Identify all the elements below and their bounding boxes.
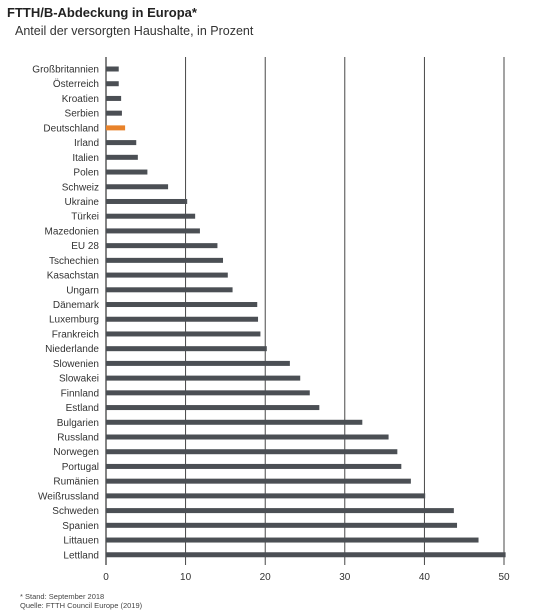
bar-chart: 0 10 20 30 40 50 Großbritannien Österreich Kroat… [32,57,510,583]
bar [106,463,402,469]
bar [106,184,169,190]
category-label: Deutschland [43,123,99,134]
category-label: Estland [66,403,99,414]
bar [106,552,506,558]
bar [106,228,200,234]
category-label: Slowenien [53,359,99,370]
footnote-stand: * Stand: September 2018 [20,592,105,601]
bar [106,375,301,381]
bar [106,95,122,101]
bar [106,537,479,543]
category-label: Spanien [62,521,99,532]
bar [106,272,228,278]
category-label: Dänemark [53,300,100,311]
bar [106,493,426,499]
bar [106,287,233,293]
chart-subtitle: Anteil der versorgten Haushalte, in Proz… [15,24,254,38]
category-label: Tschechien [49,256,99,267]
category-label: Mazedonien [45,226,99,237]
bar [106,434,389,440]
bar [106,140,137,146]
category-label: Niederlande [45,344,99,355]
category-label: Littauen [63,536,99,547]
chart-title: FTTH/B-Abdeckung in Europa* [7,5,197,20]
bar [106,419,363,425]
bar [106,405,320,411]
footnote-source: Quelle: FTTH Council Europe (2019) [20,601,143,610]
bar [106,390,310,396]
category-label: Rumänien [53,477,99,488]
category-label: Kasachstan [47,271,99,282]
category-label: Irland [74,138,99,149]
category-label: Portugal [62,462,99,473]
category-label: Frankreich [52,329,99,340]
x-tick-label: 0 [103,572,109,583]
bar [106,478,411,484]
bar [106,257,224,263]
x-tick-label: 40 [419,572,431,583]
x-tick-label: 10 [180,572,192,583]
bar [106,169,148,175]
category-label: Finnland [61,388,99,399]
bar [106,346,267,352]
category-label: Kroatien [62,94,99,105]
category-label: Bulgarien [57,418,99,429]
category-label: Norwegen [53,447,99,458]
bar [106,125,126,131]
bar [106,81,119,87]
category-label: Luxemburg [49,315,99,326]
category-label: Türkei [71,212,99,223]
bar [106,213,196,219]
bar [106,302,258,308]
x-tick-label: 30 [339,572,351,583]
category-label: Schweden [52,506,99,517]
category-label: Slowakei [59,374,99,385]
bar [106,331,261,337]
category-label: Lettland [63,550,99,561]
category-label: Ukraine [65,197,100,208]
bar [106,154,138,160]
category-label: Weißrussland [38,491,99,502]
bar [106,508,454,514]
category-label: EU 28 [71,241,99,252]
category-label: Schweiz [62,182,99,193]
category-label: Russland [57,433,99,444]
bar [106,449,398,455]
category-label: Österreich [53,78,99,90]
x-tick-label: 20 [260,572,272,583]
category-label: Italien [72,153,99,164]
bar [106,198,188,204]
bar [106,110,122,116]
category-label: Großbritannien [32,65,99,76]
x-tick-label: 50 [498,572,510,583]
bar [106,66,119,72]
bar [106,360,290,366]
bar [106,316,259,322]
category-label: Ungarn [66,285,99,296]
bar [106,522,458,528]
category-label: Polen [73,168,99,179]
category-label: Serbien [65,109,99,120]
bar [106,243,218,249]
